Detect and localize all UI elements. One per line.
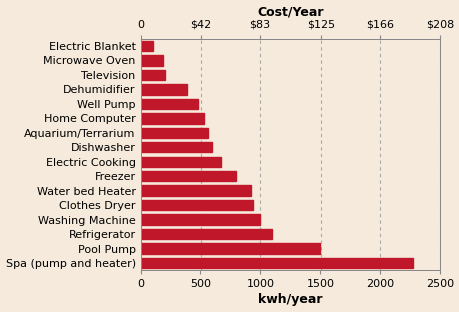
Bar: [140, 70, 164, 80]
X-axis label: Cost/Year: Cost/Year: [257, 6, 323, 18]
Bar: [140, 258, 412, 268]
X-axis label: kwh/year: kwh/year: [257, 294, 322, 306]
Bar: [140, 99, 198, 109]
Bar: [140, 128, 207, 138]
Bar: [140, 142, 212, 153]
Bar: [140, 157, 220, 167]
Bar: [140, 171, 236, 181]
Bar: [140, 84, 187, 95]
Bar: [140, 55, 163, 66]
Bar: [140, 229, 272, 239]
Bar: [140, 185, 250, 196]
Bar: [140, 214, 260, 225]
Bar: [140, 113, 204, 124]
Bar: [140, 243, 320, 254]
Bar: [140, 41, 152, 51]
Bar: [140, 200, 253, 210]
